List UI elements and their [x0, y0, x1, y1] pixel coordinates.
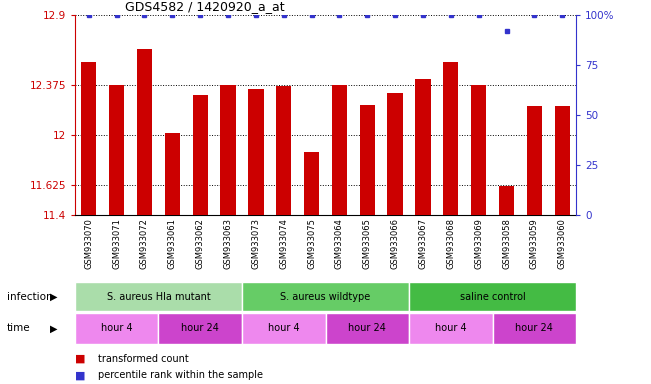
Bar — [75, 313, 158, 344]
Bar — [75, 282, 242, 311]
Text: GDS4582 / 1420920_a_at: GDS4582 / 1420920_a_at — [125, 0, 284, 13]
Text: infection: infection — [7, 291, 52, 302]
Bar — [248, 89, 264, 215]
Bar — [109, 84, 124, 215]
Bar — [471, 84, 486, 215]
Text: saline control: saline control — [460, 291, 525, 302]
Bar — [359, 104, 375, 215]
Text: ▶: ▶ — [50, 323, 58, 333]
Bar — [332, 85, 347, 215]
Bar — [304, 152, 319, 215]
Text: GSM933070: GSM933070 — [84, 218, 93, 269]
Text: GSM933060: GSM933060 — [558, 218, 567, 269]
Bar — [165, 132, 180, 215]
Text: hour 24: hour 24 — [348, 323, 386, 333]
Bar — [443, 62, 458, 215]
Text: GSM933066: GSM933066 — [391, 218, 400, 269]
Text: GSM933073: GSM933073 — [251, 218, 260, 269]
Text: hour 4: hour 4 — [435, 323, 467, 333]
Bar — [527, 106, 542, 215]
Bar — [409, 313, 493, 344]
Bar — [387, 93, 403, 215]
Bar — [409, 282, 576, 311]
Bar — [242, 282, 409, 311]
Text: S. aureus wildtype: S. aureus wildtype — [281, 291, 370, 302]
Bar — [326, 313, 409, 344]
Text: percentile rank within the sample: percentile rank within the sample — [98, 370, 262, 380]
Text: ▶: ▶ — [50, 291, 58, 302]
Bar — [221, 85, 236, 215]
Bar — [193, 95, 208, 215]
Text: GSM933075: GSM933075 — [307, 218, 316, 269]
Text: GSM933069: GSM933069 — [474, 218, 483, 269]
Text: time: time — [7, 323, 30, 333]
Text: ■: ■ — [75, 354, 85, 364]
Bar — [81, 62, 96, 215]
Text: GSM933058: GSM933058 — [502, 218, 511, 269]
Text: GSM933068: GSM933068 — [447, 218, 455, 269]
Text: ■: ■ — [75, 370, 85, 380]
Text: S. aureus Hla mutant: S. aureus Hla mutant — [107, 291, 210, 302]
Bar — [493, 313, 576, 344]
Text: hour 24: hour 24 — [181, 323, 219, 333]
Text: GSM933062: GSM933062 — [196, 218, 204, 269]
Text: transformed count: transformed count — [98, 354, 188, 364]
Bar — [555, 106, 570, 215]
Text: GSM933067: GSM933067 — [419, 218, 428, 269]
Text: hour 4: hour 4 — [268, 323, 299, 333]
Bar — [499, 186, 514, 215]
Text: GSM933064: GSM933064 — [335, 218, 344, 269]
Text: GSM933061: GSM933061 — [168, 218, 177, 269]
Text: GSM933063: GSM933063 — [223, 218, 232, 269]
Bar — [415, 79, 430, 215]
Text: hour 4: hour 4 — [101, 323, 132, 333]
Bar — [137, 49, 152, 215]
Text: GSM933065: GSM933065 — [363, 218, 372, 269]
Bar — [276, 86, 292, 215]
Text: GSM933059: GSM933059 — [530, 218, 539, 269]
Text: GSM933074: GSM933074 — [279, 218, 288, 269]
Bar — [242, 313, 326, 344]
Bar — [158, 313, 242, 344]
Text: GSM933071: GSM933071 — [112, 218, 121, 269]
Text: GSM933072: GSM933072 — [140, 218, 149, 269]
Text: hour 24: hour 24 — [516, 323, 553, 333]
